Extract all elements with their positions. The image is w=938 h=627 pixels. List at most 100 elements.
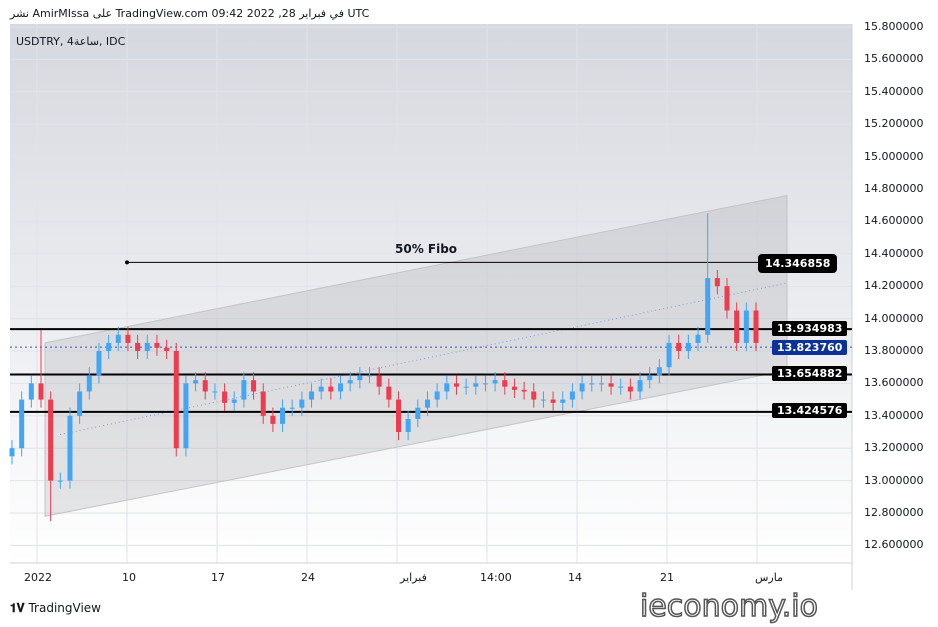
level-label-2: 13.654882 — [772, 366, 848, 381]
x-tick: 2022 — [24, 571, 52, 584]
candle — [685, 342, 691, 351]
y-tick: 15.000000 — [864, 149, 924, 163]
candle — [492, 380, 498, 384]
candle — [241, 380, 247, 400]
candle — [647, 375, 653, 381]
x-tick: 10 — [122, 571, 136, 584]
candle — [753, 310, 759, 343]
candle — [453, 383, 459, 387]
candle — [569, 391, 575, 400]
candle — [183, 383, 189, 449]
candle — [299, 399, 305, 408]
y-tick: 15.200000 — [864, 117, 924, 131]
y-tick: 13.200000 — [864, 441, 924, 455]
watermark: ieconomy.io — [639, 589, 818, 625]
candle — [579, 383, 585, 392]
candle — [724, 286, 730, 311]
candle — [338, 383, 344, 392]
candle — [164, 347, 170, 351]
y-tick: 14.400000 — [864, 246, 924, 260]
candle — [135, 342, 141, 351]
candle — [86, 375, 92, 392]
candle — [9, 448, 15, 457]
candle — [357, 375, 363, 381]
y-tick: 14.200000 — [864, 279, 924, 293]
candle — [666, 342, 672, 368]
candle — [231, 399, 237, 403]
candle — [28, 383, 34, 400]
fibo-price-label: 14.346858 — [758, 254, 838, 273]
y-tick: 15.600000 — [864, 52, 924, 66]
candle — [154, 342, 160, 348]
candle — [115, 334, 121, 343]
candle — [48, 399, 54, 481]
candle — [106, 342, 112, 351]
y-tick: 12.600000 — [864, 538, 924, 552]
y-tick: 13.600000 — [864, 376, 924, 390]
y-tick: 13.000000 — [864, 473, 924, 487]
candle — [531, 391, 537, 400]
y-tick: 15.800000 — [864, 20, 924, 33]
y-tick: 13.400000 — [864, 408, 924, 422]
candle — [38, 383, 44, 400]
fibo-label: 50% Fibo — [395, 242, 458, 256]
candle — [77, 391, 83, 416]
y-tick: 14.000000 — [864, 311, 924, 325]
level-label-3: 13.424576 — [772, 403, 848, 418]
candle — [96, 351, 102, 376]
x-tick: 14 — [568, 571, 582, 584]
x-tick: 21 — [660, 571, 674, 584]
candle — [618, 386, 624, 388]
level-label-1: 13.934983 — [772, 321, 848, 336]
candle — [502, 380, 508, 387]
candle — [714, 278, 720, 287]
candle — [550, 399, 556, 403]
candle — [173, 351, 179, 449]
candle — [280, 407, 286, 424]
candle — [637, 380, 643, 392]
candle — [608, 383, 614, 387]
x-tick: 24 — [301, 571, 315, 584]
candle — [270, 415, 276, 424]
current-price-label: 13.823760 — [772, 340, 848, 355]
candle — [386, 386, 392, 400]
candle — [193, 380, 199, 384]
y-tick: 14.800000 — [864, 182, 924, 195]
y-tick: 14.600000 — [864, 214, 924, 228]
candle — [521, 389, 527, 392]
candle — [144, 342, 150, 351]
candle — [705, 278, 711, 335]
candle — [367, 375, 373, 377]
plot-area — [10, 24, 852, 564]
y-tick: 12.800000 — [864, 506, 924, 519]
candle — [482, 383, 488, 385]
candle — [376, 375, 382, 387]
x-tick: 17 — [211, 571, 225, 584]
candle — [598, 383, 604, 385]
candle — [463, 386, 469, 388]
candle — [328, 386, 334, 392]
x-tick: 14:00 — [480, 571, 512, 584]
candle — [347, 380, 353, 384]
candle — [627, 386, 633, 392]
candle — [734, 310, 740, 343]
candle — [434, 391, 440, 400]
fibo-anchor — [125, 260, 129, 265]
x-tick: فبراير — [400, 571, 427, 584]
candle — [67, 415, 73, 481]
tradingview-logo[interactable]: 𝟏𝐕 TradingView — [10, 601, 101, 616]
publish-header: نشر AmirMIssa على TradingView.com 09:42 … — [10, 7, 370, 20]
y-tick: 13.800000 — [864, 344, 924, 357]
candle — [318, 386, 324, 392]
candle — [251, 380, 257, 392]
candle — [260, 391, 266, 416]
y-tick: 15.400000 — [864, 84, 924, 98]
candle — [289, 407, 295, 409]
candle — [405, 419, 411, 432]
candle — [511, 386, 517, 390]
symbol-label: USDTRY, 4ساعة, IDC — [16, 35, 126, 48]
brand-text: TradingView — [28, 601, 101, 615]
candle — [473, 383, 479, 387]
candle — [222, 391, 228, 403]
